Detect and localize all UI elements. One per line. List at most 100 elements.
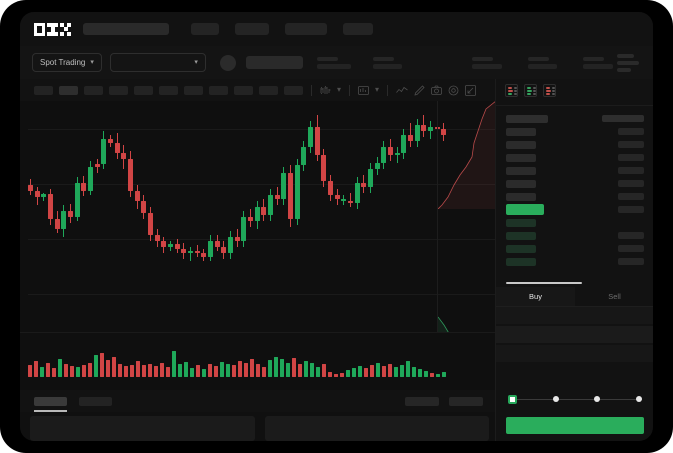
stepper-dot-1[interactable] [508,394,517,404]
volume-bar [268,360,272,377]
grid-line [28,184,495,185]
orderbook-row[interactable] [506,255,644,268]
bottom-action-2[interactable] [449,396,483,406]
timeframe-button-11[interactable] [284,85,303,95]
orderbook-row[interactable] [506,242,644,255]
orderbook-bids-icon[interactable] [524,84,537,97]
orderbook-row[interactable] [506,164,644,177]
indicator-chevron-icon[interactable]: ▾ [375,85,380,94]
ticker-stats-left [316,56,402,69]
search-input[interactable] [83,23,169,35]
drawing-tools-icon[interactable] [414,84,425,96]
grid-line [28,239,495,240]
orderbook-row[interactable] [506,125,644,138]
candle-body [61,211,67,229]
timeframe-button-8[interactable] [209,85,228,95]
volume-bar [160,363,164,377]
bottom-panel-left[interactable] [30,416,255,441]
toolbar-divider [349,84,351,96]
orderbook-last-price-row[interactable] [506,203,644,216]
orderbook-price [506,244,536,253]
orderbook-list[interactable] [496,105,653,287]
timeframe-button-4[interactable] [109,85,128,95]
candlestick-type-icon[interactable] [320,85,331,95]
orderbook-row[interactable] [506,151,644,164]
stepper-dot-3[interactable] [594,396,601,402]
candlestick-chart[interactable] [20,101,495,332]
nav-link-4[interactable] [343,23,373,35]
orderbook-both-icon[interactable] [505,84,518,97]
candle-body [54,219,60,229]
chart-type-chevron-icon[interactable]: ▾ [337,85,342,94]
tab-buy[interactable]: Buy [496,287,575,306]
candle-body [308,127,313,147]
orderbook-quantity [618,193,644,200]
grid-line [28,129,495,130]
timeframe-button-6[interactable] [159,85,178,95]
fullscreen-icon[interactable] [465,84,476,96]
timeframe-button-1[interactable] [34,85,53,95]
timeframe-button-2[interactable] [59,85,78,95]
order-field-amount[interactable] [496,326,653,343]
orderbook-price [506,114,548,123]
orderbook-row[interactable] [506,229,644,242]
stat-value [471,63,502,69]
orderbook-row[interactable] [506,216,644,229]
order-field-total[interactable] [496,345,653,362]
timeframe-button-5[interactable] [134,85,153,95]
bottom-tab-2[interactable] [79,396,112,406]
orderbook-scrollbar[interactable] [506,282,582,284]
candle-body [254,207,260,221]
volume-bar [94,355,98,377]
candle-body [261,207,267,215]
tab-sell[interactable]: Sell [575,287,653,306]
settings-gear-icon[interactable] [448,85,459,96]
orderbook-rows [506,112,644,268]
okx-logo[interactable] [34,22,71,36]
volume-bar [46,363,50,377]
volume-bar [280,359,284,377]
nav-link-1[interactable] [191,23,219,35]
bottom-action-1[interactable] [405,396,439,406]
candle-body [294,165,300,219]
candle-body [128,159,133,191]
bottom-tab-1[interactable] [34,396,67,412]
timeframe-group [34,85,303,95]
timeframe-button-7[interactable] [184,85,203,95]
candle-series [28,101,448,332]
candle-body [401,135,407,153]
order-field-price[interactable] [496,307,653,324]
nav-link-2[interactable] [235,23,269,35]
ticker-stat-right-2 [527,56,557,69]
stepper-dot-4[interactable] [635,396,642,402]
orderbook-row[interactable] [506,112,644,125]
volume-bar [340,373,344,377]
timeframe-button-10[interactable] [259,85,278,95]
nav-link-3[interactable] [285,23,327,35]
market-type-label: Spot Trading [40,58,86,67]
depth-ask-area [438,101,495,209]
primary-cta-button[interactable] [506,417,644,434]
bottom-panel-right[interactable] [264,416,489,441]
orderbook-row[interactable] [506,190,644,203]
indicators-icon[interactable] [358,85,369,95]
ticker-pair-name [245,56,303,69]
volume-bar [70,366,74,377]
orderbook-row[interactable] [506,177,644,190]
trading-pair-select[interactable]: ▾ [109,53,206,72]
line-study-icon[interactable] [396,86,408,95]
depth-chart[interactable] [437,101,495,332]
snapshot-icon[interactable] [431,85,442,96]
candle-body [328,181,333,195]
candle-body [121,153,127,159]
ticker-stat-left-1 [316,56,351,69]
volume-chart[interactable] [20,332,495,390]
more-lines-icon[interactable] [617,53,639,72]
orderbook-row[interactable] [506,138,644,151]
timeframe-button-3[interactable] [84,85,103,95]
stepper-dot-2[interactable] [552,396,559,402]
ticker-stat-left-2 [372,56,402,69]
timeframe-button-9[interactable] [234,85,253,95]
market-type-select[interactable]: Spot Trading ▾ [32,53,102,72]
orderbook-asks-icon[interactable] [543,84,556,97]
